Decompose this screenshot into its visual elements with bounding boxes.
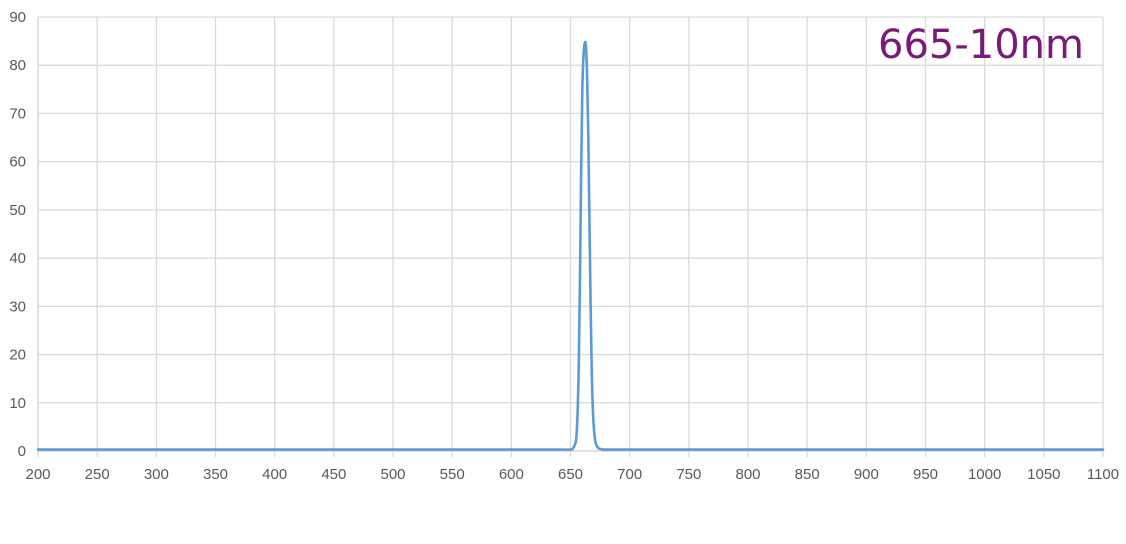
x-tick-label: 500 [380,466,405,483]
x-tick-label: 300 [144,466,169,483]
x-tick-label: 350 [203,466,228,483]
y-tick-label: 50 [9,202,26,219]
y-tick-label: 60 [9,154,26,171]
x-tick-label: 1000 [968,466,1001,483]
x-tick-label: 650 [558,466,583,483]
y-tick-label: 70 [9,105,26,122]
x-tick-label: 750 [676,466,701,483]
grid-layer [38,16,1104,451]
axis-layer [37,17,1104,457]
y-tick-label: 40 [9,250,26,267]
x-tick-label: 900 [854,466,879,483]
x-tick-label: 400 [262,466,287,483]
x-tick-label: 200 [25,466,50,483]
x-tick-label: 600 [499,466,524,483]
series-layer [36,40,1105,451]
chart-title: 665-10nm [878,22,1084,68]
x-tick-label: 700 [617,466,642,483]
y-tick-label: 20 [9,347,26,364]
series-line [36,40,1105,451]
x-tick-label: 1100 [1087,466,1119,483]
x-tick-label: 1050 [1027,466,1060,483]
x-tick-label: 250 [85,466,110,483]
label-layer: 200 250 300 350 400 450 500 550 600 650 700 750 800 8… [9,9,1119,483]
x-tick-label: 450 [321,466,346,483]
y-tick-label: 80 [9,57,26,74]
x-tick-label: 800 [735,466,760,483]
x-tick-label: 850 [795,466,820,483]
y-tick-label: 30 [9,298,26,315]
x-tick-label: 550 [440,466,465,483]
y-tick-label: 90 [9,9,26,26]
y-tick-label: 0 [18,443,26,460]
y-tick-label: 10 [9,395,26,412]
x-tick-label: 950 [913,466,938,483]
